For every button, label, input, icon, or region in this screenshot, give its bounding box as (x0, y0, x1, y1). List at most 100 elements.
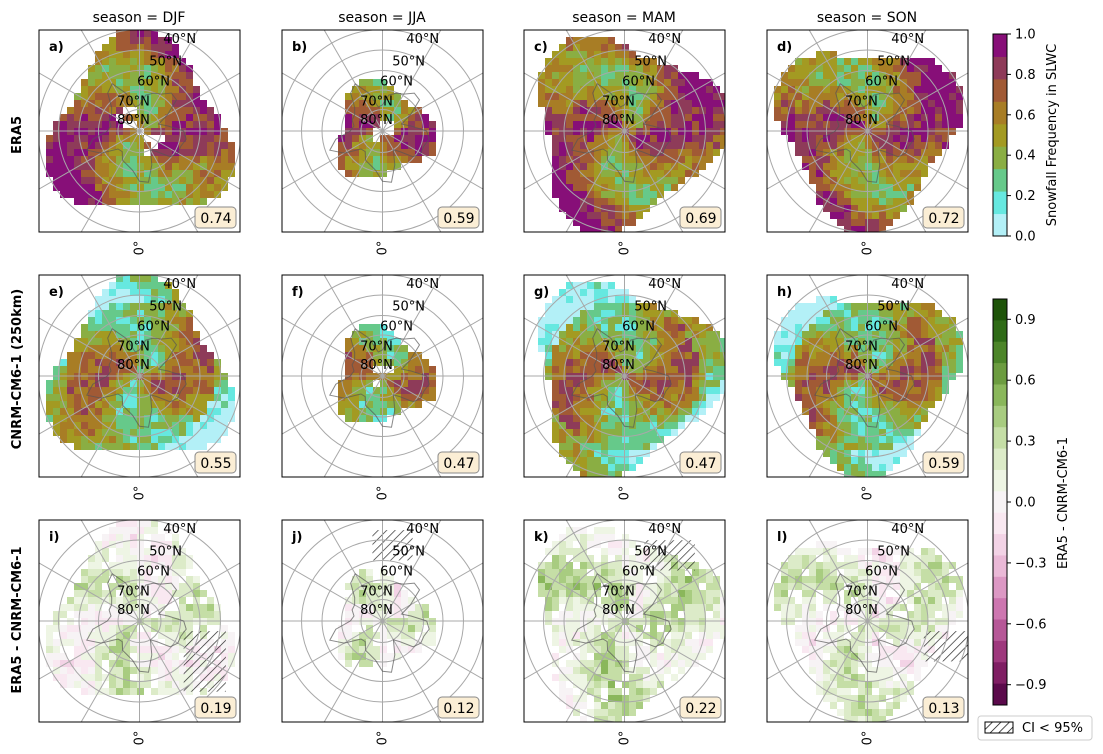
field-cell (706, 632, 713, 639)
field-cell (872, 471, 879, 477)
field-cell (692, 415, 699, 422)
field-cell (615, 653, 622, 660)
field-cell (713, 135, 720, 142)
map-panel-c: c)40°N50°N60°N70°N80°N0°0.69 (523, 29, 726, 255)
field-cell (629, 338, 636, 345)
field-cell (109, 639, 116, 646)
field-cell (566, 646, 573, 653)
field-cell (851, 72, 858, 79)
field-cell (88, 380, 95, 387)
field-cell (664, 79, 671, 86)
field-cell (837, 352, 844, 359)
field-cell (408, 121, 415, 128)
field-cell (809, 387, 816, 394)
field-cell (956, 583, 963, 590)
field-cell (685, 72, 692, 79)
field-cell (601, 359, 608, 366)
field-cell (935, 121, 942, 128)
field-cell (580, 135, 587, 142)
field-cell (123, 387, 130, 394)
field-cell (387, 380, 394, 387)
field-cell (678, 366, 685, 373)
field-cell (629, 562, 636, 569)
field-cell (109, 100, 116, 107)
field-cell (123, 163, 130, 170)
field-cell (60, 121, 67, 128)
field-cell (802, 338, 809, 345)
field-cell (123, 184, 130, 191)
field-cell (387, 93, 394, 100)
field-cell (823, 555, 830, 562)
field-cell (207, 191, 214, 198)
field-cell (643, 380, 650, 387)
field-cell (387, 653, 394, 660)
field-cell (179, 359, 186, 366)
field-cell (851, 107, 858, 114)
field-cell (116, 394, 123, 401)
field-cell (615, 198, 622, 205)
field-cell (844, 345, 851, 352)
field-cell (186, 422, 193, 429)
field-cell (67, 163, 74, 170)
field-cell (193, 100, 200, 107)
field-cell (706, 590, 713, 597)
field-cell (144, 429, 151, 436)
field-cell (823, 450, 830, 457)
field-cell (879, 604, 886, 611)
field-cell (559, 667, 566, 674)
field-cell (88, 639, 95, 646)
field-cell (907, 569, 914, 576)
field-cell (137, 681, 144, 688)
field-cell (907, 58, 914, 65)
field-cell (837, 457, 844, 464)
field-cell (629, 366, 636, 373)
field-cell (893, 359, 900, 366)
field-cell (151, 303, 158, 310)
field-cell (116, 352, 123, 359)
field-cell (422, 366, 429, 373)
field-cell (594, 282, 601, 289)
field-cell (366, 401, 373, 408)
field-cell (879, 163, 886, 170)
field-cell (116, 639, 123, 646)
field-cell (886, 345, 893, 352)
field-cell (151, 149, 158, 156)
field-cell (130, 541, 137, 548)
field-cell (359, 86, 366, 93)
field-cell (671, 569, 678, 576)
field-cell (366, 415, 373, 422)
meridian-line (767, 72, 868, 132)
field-cell (678, 317, 685, 324)
field-cell (67, 408, 74, 415)
field-cell (699, 604, 706, 611)
field-cell (109, 590, 116, 597)
field-cell (573, 114, 580, 121)
field-cell (629, 324, 636, 331)
field-cell (671, 310, 678, 317)
field-cell (935, 324, 942, 331)
field-cell (380, 135, 387, 142)
field-cell (587, 72, 594, 79)
field-cell (851, 58, 858, 65)
field-cell (781, 611, 788, 618)
field-cell (88, 93, 95, 100)
latitude-label: 60°N (622, 319, 655, 334)
field-cell (650, 79, 657, 86)
field-cell (629, 79, 636, 86)
field-cell (650, 415, 657, 422)
field-cell (74, 191, 81, 198)
field-cell (608, 352, 615, 359)
field-cell (657, 86, 664, 93)
field-cell (552, 436, 559, 443)
field-cell (678, 583, 685, 590)
field-cell (629, 394, 636, 401)
field-cell (851, 100, 858, 107)
field-cell (956, 366, 963, 373)
field-cell (144, 408, 151, 415)
field-cell (580, 457, 587, 464)
field-cell (193, 135, 200, 142)
field-cell (172, 681, 179, 688)
field-cell (102, 422, 109, 429)
field-cell (636, 436, 643, 443)
field-cell (935, 569, 942, 576)
